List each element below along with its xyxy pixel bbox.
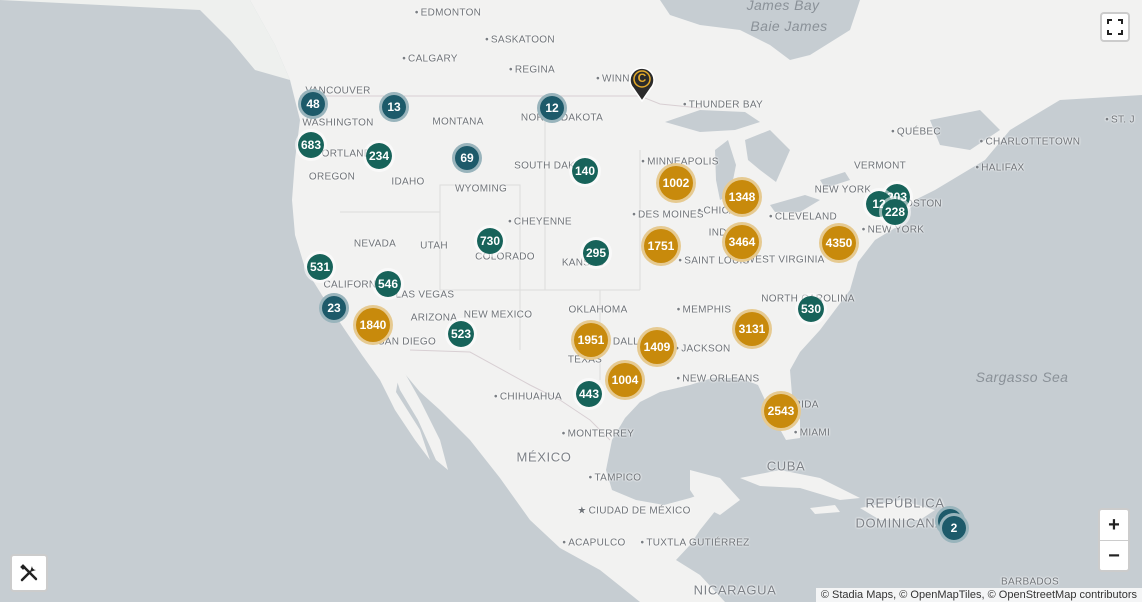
cluster-marker[interactable]: 530: [795, 293, 827, 325]
cluster-marker[interactable]: 1004: [605, 360, 645, 400]
place-label: NICARAGUA: [693, 582, 777, 598]
place-label: CALGARY: [402, 54, 458, 65]
map-pin-icon: [629, 67, 655, 103]
place-label: MEMPHIS: [677, 305, 732, 316]
place-label: DES MOINES: [632, 210, 704, 221]
place-label: CALIFORNIA: [323, 279, 387, 291]
cluster-marker[interactable]: 1348: [722, 177, 762, 217]
place-label: THUNDER BAY: [683, 100, 763, 111]
place-label: SAN DIEGO: [372, 337, 436, 348]
place-label: CHARLOTTETOWN: [980, 137, 1081, 148]
zoom-in-button[interactable]: +: [1108, 513, 1120, 536]
cluster-marker[interactable]: 443: [573, 378, 605, 410]
place-label: CUBA: [766, 458, 806, 474]
place-label: OREGON: [308, 171, 356, 183]
place-label: EDMONTON: [415, 8, 481, 19]
place-label: TUXTLA GUTIÉRREZ: [641, 538, 750, 549]
cluster-marker[interactable]: 2: [939, 513, 969, 543]
cluster-marker[interactable]: 12: [537, 93, 567, 123]
place-label: VANCOUVER: [305, 85, 371, 97]
cluster-marker[interactable]: 48: [298, 89, 328, 119]
place-label: TAMPICO: [589, 473, 642, 484]
place-label: MINNEAPOLIS: [641, 157, 718, 168]
place-label: SASKATOON: [485, 35, 555, 46]
place-label: CHIHUAHUA: [494, 392, 562, 403]
place-label: DALLAS: [607, 337, 653, 348]
cluster-marker[interactable]: 523: [445, 318, 477, 350]
place-label: CIUDAD DE MÉXICO: [577, 506, 691, 517]
place-label: SOUTH DAKOTA: [514, 160, 596, 172]
place-label: BOSTON: [898, 198, 942, 210]
cluster-marker[interactable]: 1002: [656, 163, 696, 203]
place-label: NEW YORK: [862, 225, 924, 236]
cluster-marker[interactable]: 3464: [722, 222, 762, 262]
fullscreen-button[interactable]: [1100, 12, 1130, 42]
place-label: QUÉBEC: [891, 127, 941, 138]
place-label: WASHINGTON: [302, 117, 374, 129]
cluster-marker[interactable]: 228: [879, 196, 911, 228]
cluster-marker[interactable]: 531: [304, 251, 336, 283]
cluster-marker[interactable]: 2543: [761, 391, 801, 431]
place-label: REGINA: [509, 65, 555, 76]
place-label: VERMONT: [853, 160, 907, 172]
sea-label: James Bay: [746, 0, 820, 13]
place-label: TEXAS: [567, 354, 603, 366]
place-label: MONTANA: [432, 116, 484, 128]
cluster-marker[interactable]: 23: [319, 293, 349, 323]
cluster-marker[interactable]: 295: [580, 237, 612, 269]
wrench-screwdriver-icon: [20, 564, 38, 582]
place-label: WINN: [596, 74, 630, 85]
place-label: Sargasso Sea: [975, 369, 1069, 385]
place-label: BARBADOS: [1001, 576, 1059, 588]
pin-letter: C: [637, 71, 647, 85]
place-label: IDAHO: [391, 176, 425, 188]
place-label: SAINT LOUIS: [678, 256, 749, 267]
cluster-marker[interactable]: 4350: [819, 223, 859, 263]
map-attribution[interactable]: © Stadia Maps, © OpenMapTiles, © OpenStr…: [815, 588, 1142, 602]
sea-label: Baie James: [750, 18, 828, 34]
place-label: ARIZONA: [410, 312, 458, 324]
cluster-marker[interactable]: 1751: [641, 226, 681, 266]
cluster-marker[interactable]: 683: [295, 129, 327, 161]
place-label: HALIFAX: [975, 163, 1024, 174]
place-label: NEW ORLEANS: [676, 374, 759, 385]
place-label: WEST VIRGINIA: [745, 254, 825, 266]
place-label: COLORADO: [475, 251, 535, 263]
place-label: MÉXICO: [516, 449, 572, 465]
place-label: OKLAHOMA: [568, 304, 628, 316]
cluster-marker[interactable]: 1409: [637, 327, 677, 367]
place-label: CHEYENNE: [508, 217, 572, 228]
cluster-marker[interactable]: 13: [379, 92, 409, 122]
place-label: PORTLAND: [314, 148, 372, 160]
place-label: NEW YORK: [814, 184, 872, 196]
cluster-marker[interactable]: 1840: [353, 305, 393, 345]
place-label: MIAMI: [794, 428, 830, 439]
tools-button[interactable]: [10, 554, 48, 592]
place-label: REPÚBLICA: [865, 495, 945, 511]
place-label: JACKSON: [675, 344, 730, 355]
place-label: NEW MEXICO: [463, 309, 533, 321]
zoom-out-button[interactable]: −: [1100, 540, 1128, 570]
location-pin-marker[interactable]: C: [628, 66, 656, 103]
place-label: DOMINICANA: [855, 515, 945, 531]
cluster-marker[interactable]: 730: [474, 225, 506, 257]
cluster-marker[interactable]: 234: [363, 140, 395, 172]
cluster-marker[interactable]: 1951: [571, 320, 611, 360]
place-label: LAS VEGAS: [390, 290, 455, 301]
place-label: ACAPULCO: [562, 538, 625, 549]
zoom-control: + −: [1098, 508, 1130, 572]
place-label: ST. J: [1105, 115, 1135, 126]
place-label: UTAH: [420, 240, 448, 252]
cluster-marker[interactable]: 140: [569, 155, 601, 187]
place-label: NEVADA: [353, 238, 397, 250]
cluster-marker[interactable]: 546: [372, 268, 404, 300]
fullscreen-icon: [1107, 19, 1123, 35]
cluster-marker[interactable]: 69: [452, 143, 482, 173]
cluster-marker[interactable]: 3131: [732, 309, 772, 349]
place-label: WYOMING: [454, 183, 508, 195]
place-label: MONTERREY: [562, 429, 634, 440]
place-label: CLEVELAND: [769, 212, 837, 223]
